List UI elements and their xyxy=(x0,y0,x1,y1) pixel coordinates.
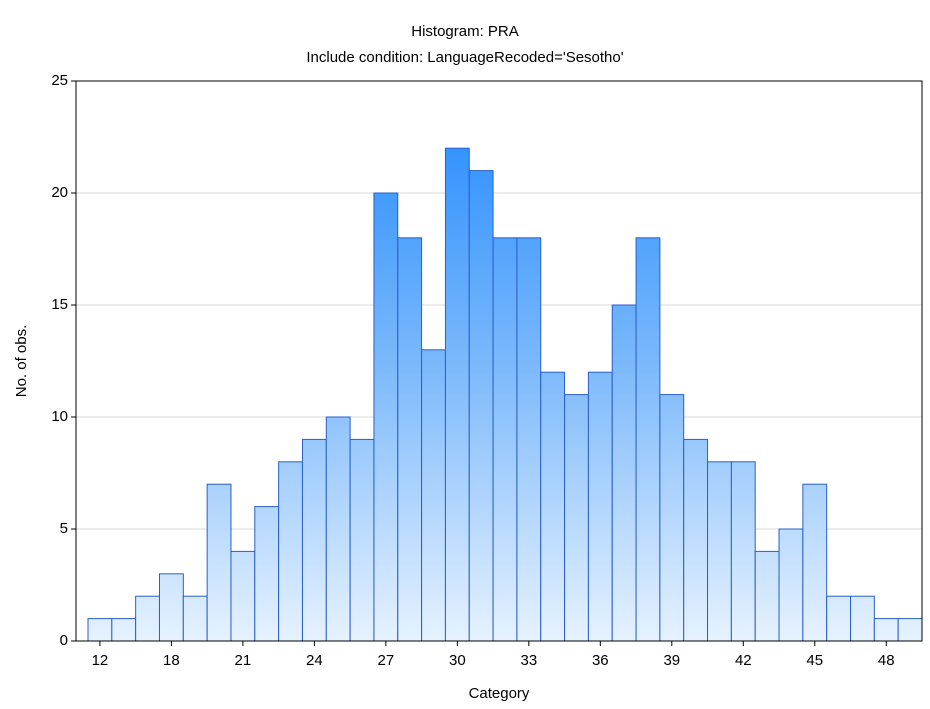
y-tick-label: 25 xyxy=(51,72,68,89)
y-tick-label: 0 xyxy=(60,632,68,649)
bar xyxy=(468,170,494,642)
bar xyxy=(278,461,303,642)
x-tick-label: 21 xyxy=(235,652,252,669)
bar xyxy=(158,573,184,642)
bar xyxy=(492,237,518,642)
x-tick-label: 39 xyxy=(663,652,680,669)
bar xyxy=(540,371,566,642)
bar xyxy=(683,438,709,642)
x-tick-label: 42 xyxy=(735,652,752,669)
bar xyxy=(754,550,780,642)
bar xyxy=(659,394,685,642)
bar xyxy=(873,618,899,642)
bar xyxy=(826,595,852,642)
bar xyxy=(301,438,327,642)
bar xyxy=(373,192,399,642)
bar xyxy=(778,528,804,642)
y-tick-label: 15 xyxy=(51,296,68,313)
bar xyxy=(850,595,875,642)
y-tick-label: 20 xyxy=(51,184,68,201)
bar xyxy=(349,438,375,642)
y-axis-label: No. of obs. xyxy=(13,325,30,398)
y-tick-label: 5 xyxy=(60,520,68,537)
bar xyxy=(635,237,661,642)
bar xyxy=(206,483,232,642)
bar xyxy=(611,304,637,642)
bar xyxy=(564,394,589,642)
x-tick-label: 33 xyxy=(520,652,537,669)
x-tick-label: 27 xyxy=(378,652,395,669)
x-axis-label: Category xyxy=(469,685,530,702)
x-tick-label: 48 xyxy=(878,652,895,669)
bar xyxy=(587,371,613,642)
bar xyxy=(111,618,137,642)
bar xyxy=(444,147,470,642)
bar xyxy=(325,416,351,642)
x-tick-label: 12 xyxy=(92,652,109,669)
bar xyxy=(421,349,446,642)
x-tick-label: 36 xyxy=(592,652,609,669)
x-tick-label: 30 xyxy=(449,652,466,669)
chart-subtitle: Include condition: LanguageRecoded='Seso… xyxy=(306,49,623,66)
bar xyxy=(230,550,256,642)
bar xyxy=(182,595,208,642)
bar xyxy=(135,595,160,642)
bar xyxy=(802,483,828,642)
chart-title: Histogram: PRA xyxy=(411,23,519,40)
bar xyxy=(707,461,732,642)
bar xyxy=(397,237,423,642)
bar xyxy=(516,237,542,642)
bar xyxy=(254,506,280,642)
plot-frame xyxy=(75,80,923,642)
bar xyxy=(730,461,756,642)
plot-area: 0 5 10 15 20 25 12 18 21 24 27 30 33 36 39 42 45 48 xyxy=(51,72,923,669)
bar xyxy=(897,618,923,642)
x-tick-label: 18 xyxy=(163,652,180,669)
x-tick-label: 24 xyxy=(306,652,323,669)
bar xyxy=(87,618,113,642)
y-tick-label: 10 xyxy=(51,408,68,425)
x-tick-label: 45 xyxy=(806,652,823,669)
